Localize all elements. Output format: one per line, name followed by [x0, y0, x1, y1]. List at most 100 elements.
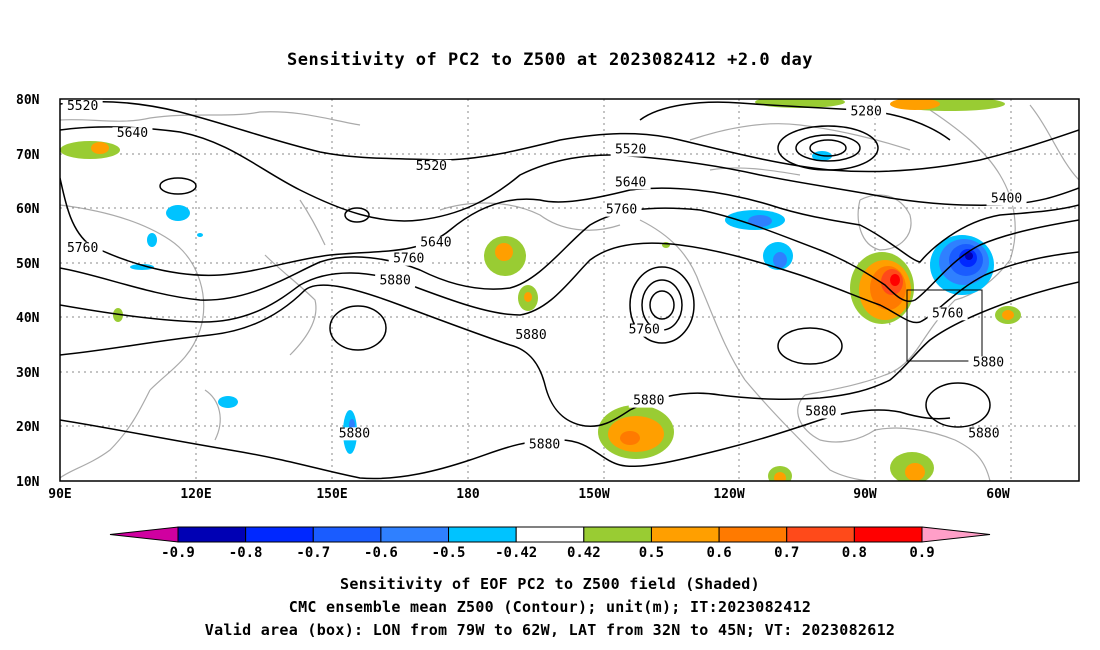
colorbar-high-triangle	[921, 526, 991, 543]
contour-label: 5880	[529, 437, 560, 452]
contour-labels: 5520 5640 5520 5760 5640 5760 5880 5520 5640 5760…	[62, 99, 1027, 452]
colorbar-segment	[448, 526, 517, 543]
positive-blob	[774, 472, 786, 481]
lat-tick-label: 60N	[16, 202, 40, 217]
contour-label: 5520	[67, 99, 98, 114]
colorbar-label: 0.6	[706, 545, 731, 561]
positive-blob	[495, 243, 513, 261]
contour-label-bg	[927, 307, 968, 321]
contour-label-bg	[112, 127, 153, 141]
lon-tick-label: 90W	[853, 487, 877, 502]
contour-label-bg	[62, 241, 103, 255]
positive-blob	[113, 308, 123, 322]
positive-blob	[60, 141, 120, 159]
colorbar-label: -0.9	[161, 545, 195, 561]
colorbar-segment	[650, 526, 720, 543]
contour-label: 5760	[67, 241, 98, 256]
lon-tick-label: 120W	[713, 487, 744, 502]
positive-blob	[620, 431, 640, 445]
contour-label: 5640	[117, 126, 148, 141]
lon-tick-label: 150W	[578, 487, 609, 502]
lat-tick-label: 20N	[16, 420, 40, 435]
contour-label-bg	[411, 159, 452, 173]
contour-label: 5760	[606, 203, 637, 218]
map-plot-area	[60, 99, 1079, 481]
coastlines	[60, 104, 1079, 481]
colorbar-segment	[177, 526, 247, 543]
contour-label: 5520	[615, 143, 646, 158]
contour-label-bg	[610, 143, 651, 157]
colorbar-label: -0.42	[495, 545, 537, 561]
colorbar-segment	[245, 526, 314, 543]
positive-blob	[1002, 310, 1014, 320]
contour-label-bg	[846, 105, 887, 119]
lon-tick-label: 60W	[986, 487, 1010, 502]
contour-label: 5520	[416, 159, 447, 174]
contour-label-bg	[800, 405, 841, 419]
positive-blob	[91, 142, 109, 154]
contour-label: 5760	[393, 252, 424, 267]
contour-label: 5880	[973, 355, 1004, 370]
sensitivity-shading	[60, 99, 1021, 481]
contour-label-bg	[511, 329, 552, 343]
contour-label-bg	[601, 203, 642, 217]
longitude-axis: 90E 120E 150E 180 150W 120W 90W 60W	[48, 487, 1010, 502]
lat-tick-label: 10N	[16, 475, 40, 490]
contour-label-bg	[334, 427, 375, 441]
contour-label: 5400	[991, 192, 1022, 207]
negative-blob	[965, 252, 973, 260]
colorbar-segment	[718, 526, 788, 543]
contour-label-bg	[388, 252, 429, 266]
positive-blob	[890, 274, 900, 286]
contour-label: 5640	[615, 175, 646, 190]
positive-blob	[890, 99, 940, 110]
negative-blob	[130, 264, 154, 270]
contour-label-bg	[624, 323, 665, 337]
contour-label: 5880	[515, 328, 546, 343]
contour-label: 5880	[339, 426, 370, 441]
contour-label: 5640	[420, 235, 451, 250]
caption-contour: CMC ensemble mean Z500 (Contour); unit(m…	[288, 598, 812, 616]
contour-label-bg	[986, 192, 1027, 206]
colorbar-label: 0.5	[639, 545, 664, 561]
negative-blob	[147, 233, 157, 247]
lat-tick-label: 40N	[16, 311, 40, 326]
lat-tick-label: 80N	[16, 93, 40, 108]
positive-blob	[905, 463, 925, 481]
negative-blob	[773, 252, 787, 268]
map-frame	[59, 98, 1080, 482]
lat-tick-label: 30N	[16, 366, 40, 381]
contour-label: 5880	[805, 405, 836, 420]
contour-label-bg	[375, 274, 416, 288]
contour-label-bg	[415, 236, 456, 250]
lat-tick-label: 70N	[16, 148, 40, 163]
lon-tick-label: 180	[456, 487, 480, 502]
contour-label: 5880	[633, 394, 664, 409]
contour-label-bg	[524, 438, 565, 452]
colorbar-label: 0.9	[909, 545, 934, 561]
colorbar-segment	[515, 526, 585, 543]
latitude-axis: 80N 70N 60N 50N 40N 30N 20N 10N	[16, 93, 40, 490]
lat-tick-label: 50N	[16, 257, 40, 272]
positive-blob	[524, 292, 532, 302]
contour-label: 5760	[629, 323, 660, 338]
negative-blob	[166, 205, 190, 221]
colorbar-label: 0.7	[774, 545, 799, 561]
lon-tick-label: 120E	[180, 487, 211, 502]
colorbar-segment	[312, 526, 382, 543]
colorbar-label: -0.6	[364, 545, 398, 561]
lon-tick-label: 90E	[48, 487, 71, 502]
colorbar: -0.9 -0.8 -0.7 -0.6 -0.5 -0.42 0.42 0.5 0.6 0.7 0.…	[109, 526, 991, 561]
contour-label: 5880	[379, 274, 410, 289]
contour-label: 5880	[968, 426, 999, 441]
colorbar-segment	[853, 526, 923, 543]
colorbar-label: 0.8	[842, 545, 867, 561]
contour-label-bg	[963, 427, 1004, 441]
colorbar-segment	[380, 526, 450, 543]
contour-label-bg	[610, 176, 651, 190]
caption-shaded: Sensitivity of EOF PC2 to Z500 field (Sh…	[340, 575, 760, 593]
contour-label: 5760	[932, 306, 963, 321]
negative-blob	[218, 396, 238, 408]
contour-label-bg	[628, 394, 669, 408]
